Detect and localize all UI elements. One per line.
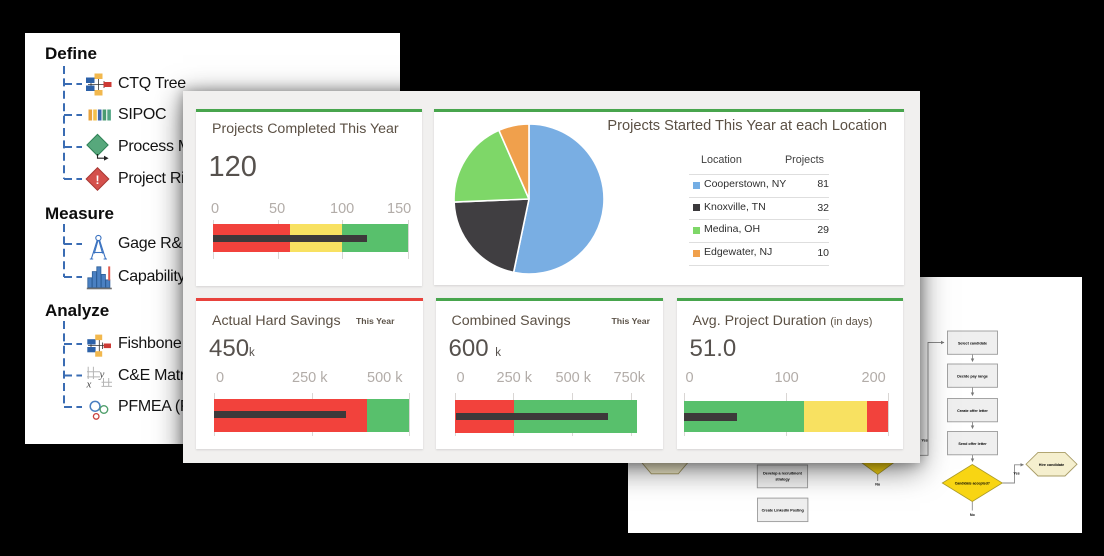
svg-text:No: No xyxy=(875,483,881,487)
svg-text:x: x xyxy=(86,379,92,391)
svg-text:!: ! xyxy=(96,173,100,187)
svg-text:Develop a recruitment: Develop a recruitment xyxy=(763,472,803,476)
svg-text:y: y xyxy=(99,369,105,381)
svg-text:strategy: strategy xyxy=(775,478,790,482)
svg-text:Yes: Yes xyxy=(921,439,927,443)
svg-text:Select candidate: Select candidate xyxy=(958,341,987,345)
svg-text:Create offer letter: Create offer letter xyxy=(957,409,988,413)
svg-text:Send offer letter: Send offer letter xyxy=(958,442,987,446)
svg-text:Create LinkedIn Posting: Create LinkedIn Posting xyxy=(762,509,804,513)
svg-text:Hire candidate: Hire candidate xyxy=(1039,463,1064,467)
svg-text:Decide pay range: Decide pay range xyxy=(957,374,988,378)
svg-text:Yes: Yes xyxy=(1013,472,1019,476)
svg-text:No: No xyxy=(970,513,976,517)
svg-text:Candidate accepted?: Candidate accepted? xyxy=(955,482,990,486)
